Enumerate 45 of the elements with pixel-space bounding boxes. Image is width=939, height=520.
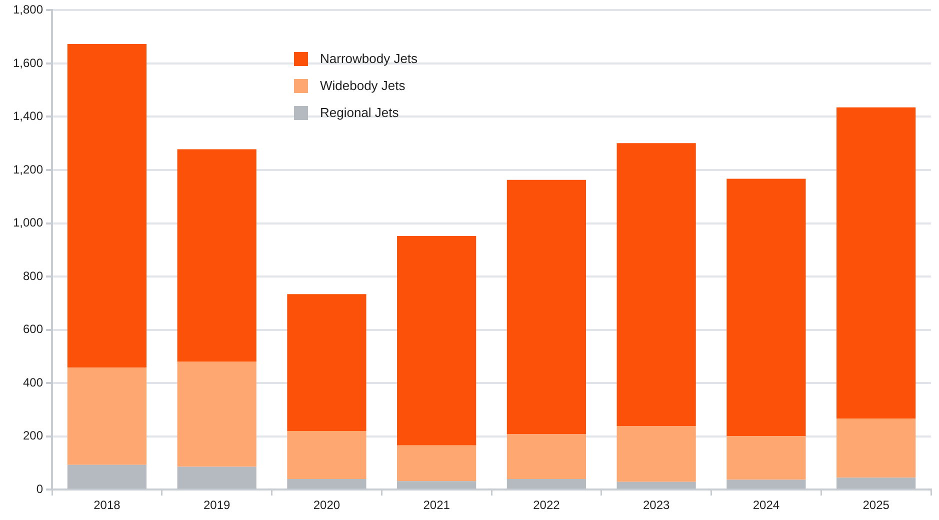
y-tick-label: 800 (23, 268, 44, 283)
x-tick-label: 2018 (94, 498, 121, 512)
y-tick-label: 400 (23, 375, 44, 390)
bar (506, 434, 586, 479)
bar (177, 361, 256, 467)
bar (397, 481, 476, 489)
y-tick-label: 0 (36, 482, 44, 496)
y-tick-label: 1,800 (13, 2, 44, 17)
x-tick-label: 2023 (642, 498, 670, 512)
bar (726, 480, 806, 489)
bar (616, 426, 696, 482)
bar (177, 149, 256, 362)
bar (287, 294, 366, 432)
x-tick-label: 2022 (533, 498, 560, 512)
legend-label: Regional Jets (320, 105, 399, 120)
bar (287, 478, 366, 489)
y-tick-label: 600 (23, 322, 44, 336)
bar (67, 464, 147, 489)
bar (836, 107, 916, 419)
bar (67, 368, 147, 465)
x-tick-label: 2021 (423, 498, 450, 512)
bar (616, 143, 696, 426)
x-tick-label: 2024 (752, 498, 780, 512)
y-tick-label: 1,400 (13, 109, 44, 124)
bar (287, 431, 366, 479)
bar (836, 418, 916, 478)
x-tick-label: 2025 (862, 498, 890, 512)
y-tick-label: 1,000 (13, 216, 44, 230)
y-tick-label: 1,600 (13, 56, 44, 70)
bar (177, 466, 256, 489)
x-tick-label: 2019 (203, 498, 231, 512)
bar (397, 445, 476, 482)
bar (506, 180, 586, 434)
bar (397, 236, 476, 446)
bar (616, 482, 696, 489)
bar (726, 178, 806, 436)
y-tick-label: 200 (23, 428, 44, 443)
bar (836, 478, 916, 489)
legend-label: Widebody Jets (320, 78, 406, 93)
x-tick-label: 2020 (313, 498, 340, 512)
bar (67, 44, 147, 368)
y-tick-label: 1,200 (13, 162, 44, 176)
bar (506, 478, 586, 489)
legend-label: Narrowbody Jets (320, 51, 418, 66)
bar (726, 436, 806, 480)
